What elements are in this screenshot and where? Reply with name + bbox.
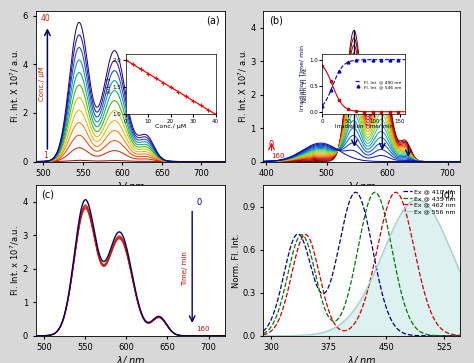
Ex @ 410 nm xyxy=(353,190,358,195)
Text: Irradiation Time/ min: Irradiation Time/ min xyxy=(300,45,305,111)
Legend: Ex @ 410 nm, Ex @ 435 nm, Ex @ 462 nm, Ex @ 556 nm: Ex @ 410 nm, Ex @ 435 nm, Ex @ 462 nm, E… xyxy=(401,186,458,217)
Ex @ 556 nm xyxy=(390,229,395,233)
Text: 1: 1 xyxy=(44,151,48,160)
Ex @ 556 nm xyxy=(457,269,463,273)
Ex @ 410 nm xyxy=(438,334,444,338)
Line: Ex @ 410 nm: Ex @ 410 nm xyxy=(263,192,460,336)
Ex @ 435 nm xyxy=(457,334,463,338)
X-axis label: $\lambda$/ nm: $\lambda$/ nm xyxy=(346,180,376,192)
Text: 0: 0 xyxy=(196,198,201,207)
Text: (d): (d) xyxy=(440,189,454,200)
Ex @ 462 nm xyxy=(316,268,321,273)
Ex @ 462 nm xyxy=(260,333,266,337)
Y-axis label: Fl. Int. x 10$^7$/a.u.: Fl. Int. x 10$^7$/a.u. xyxy=(9,225,21,296)
Ex @ 556 nm xyxy=(322,330,328,334)
Ex @ 435 nm xyxy=(438,334,444,338)
Y-axis label: Norm. Fl. Int.: Norm. Fl. Int. xyxy=(303,66,308,102)
Ex @ 462 nm xyxy=(438,326,444,330)
Ex @ 410 nm xyxy=(322,290,328,295)
Text: 0: 0 xyxy=(269,140,274,150)
Text: (a): (a) xyxy=(206,15,219,25)
Text: 160: 160 xyxy=(196,326,210,332)
Ex @ 462 nm xyxy=(390,193,395,197)
Line: Ex @ 556 nm: Ex @ 556 nm xyxy=(263,200,460,336)
Y-axis label: Fl. Int. X 10$^7$/ a.u.: Fl. Int. X 10$^7$/ a.u. xyxy=(236,49,249,123)
Ex @ 462 nm xyxy=(393,190,399,195)
Ex @ 435 nm xyxy=(316,285,321,289)
Ex @ 435 nm xyxy=(372,190,378,195)
X-axis label: Conc./ μM: Conc./ μM xyxy=(155,123,186,129)
Ex @ 556 nm xyxy=(414,197,420,202)
Ex @ 410 nm xyxy=(390,320,395,325)
Line: Ex @ 462 nm: Ex @ 462 nm xyxy=(263,192,460,335)
Ex @ 462 nm xyxy=(457,333,463,338)
Ex @ 556 nm xyxy=(438,225,444,229)
Ex @ 410 nm xyxy=(316,287,321,291)
Legend: Fl. Int. @ 490 nm, Fl. Int. @ 546 nm: Fl. Int. @ 490 nm, Fl. Int. @ 546 nm xyxy=(353,78,403,91)
Ex @ 435 nm xyxy=(390,250,395,254)
Ex @ 435 nm xyxy=(414,326,419,331)
Y-axis label: I₀/I₀-1: I₀/I₀-1 xyxy=(106,76,111,93)
Ex @ 410 nm xyxy=(260,329,266,334)
Line: Ex @ 435 nm: Ex @ 435 nm xyxy=(263,192,460,336)
Text: Time/ min: Time/ min xyxy=(182,252,188,286)
Ex @ 410 nm xyxy=(414,333,419,338)
Ex @ 410 nm xyxy=(457,334,463,338)
Text: (b): (b) xyxy=(269,15,283,25)
Ex @ 410 nm xyxy=(309,265,314,270)
Text: 160: 160 xyxy=(272,153,285,159)
Ex @ 462 nm xyxy=(309,240,314,245)
Ex @ 462 nm xyxy=(322,297,328,301)
X-axis label: Irradiation Time/ min: Irradiation Time/ min xyxy=(335,123,393,129)
Ex @ 556 nm xyxy=(309,333,314,337)
Y-axis label: Fl. Int. X 10$^7$/ a.u.: Fl. Int. X 10$^7$/ a.u. xyxy=(9,49,21,123)
X-axis label: $\lambda$/ nm: $\lambda$/ nm xyxy=(116,180,145,192)
X-axis label: $\lambda$/ nm: $\lambda$/ nm xyxy=(116,354,145,363)
Text: 40: 40 xyxy=(41,14,51,23)
Ex @ 435 nm xyxy=(260,331,266,336)
Ex @ 435 nm xyxy=(322,308,328,312)
Y-axis label: Norm. Fl. Int.: Norm. Fl. Int. xyxy=(232,233,241,288)
Text: Conc./ μM: Conc./ μM xyxy=(39,66,45,101)
Ex @ 435 nm xyxy=(309,254,314,258)
Ex @ 556 nm xyxy=(316,331,321,335)
Ex @ 556 nm xyxy=(260,334,266,338)
Text: (c): (c) xyxy=(41,189,54,200)
Ex @ 556 nm xyxy=(413,197,419,202)
X-axis label: $\lambda$/ nm: $\lambda$/ nm xyxy=(346,354,376,363)
Ex @ 462 nm xyxy=(414,257,419,261)
